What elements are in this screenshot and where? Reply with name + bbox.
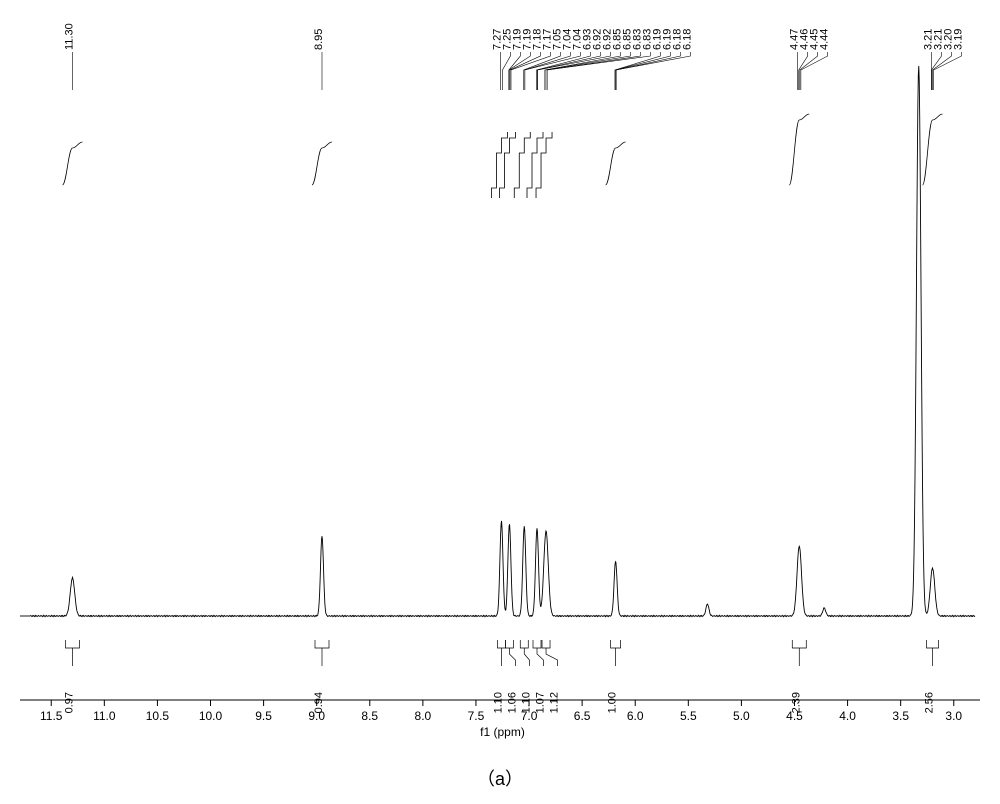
integral-bracket <box>520 640 529 666</box>
peak-connector <box>801 52 828 90</box>
x-axis-tick-label: 3.5 <box>892 709 909 723</box>
integral-bracket <box>315 640 329 666</box>
peak-connector <box>536 52 590 90</box>
peak-ppm-label: 11.30 <box>63 23 75 50</box>
x-axis-tick-label: 10.5 <box>146 709 170 723</box>
peak-connector <box>509 52 521 90</box>
peak-connector <box>510 52 540 90</box>
x-axis-tick-label: 9.0 <box>308 709 325 723</box>
x-axis-tick-label: 3.0 <box>945 709 962 723</box>
peak-connector <box>931 52 941 90</box>
zoom-trace <box>62 142 82 185</box>
peak-ppm-label: 8.95 <box>313 29 325 50</box>
x-axis-tick-label: 8.5 <box>361 709 378 723</box>
nmr-spectrum-chart: 11.308.957.277.257.197.197.187.177.057.0… <box>0 0 1000 804</box>
x-axis-tick-label: 11.5 <box>40 709 63 723</box>
peak-connector <box>525 52 571 90</box>
peak-connector <box>525 52 581 90</box>
x-axis-tick-label: 8.0 <box>415 709 432 723</box>
x-axis-tick-label: 4.0 <box>839 709 856 723</box>
spectrum-line <box>30 66 975 617</box>
integral-bracket <box>542 640 557 666</box>
peak-ppm-label: 3.19 <box>952 29 964 50</box>
x-axis-tick-label: 7.5 <box>468 709 485 723</box>
integral-value: 1.10 <box>492 692 504 713</box>
peak-connector <box>615 52 670 90</box>
peak-connector <box>509 52 531 90</box>
integral-bracket <box>927 640 939 666</box>
integral-bracket <box>792 640 806 666</box>
peak-connector <box>616 52 680 90</box>
x-axis-tick-label: 11.0 <box>93 709 116 723</box>
peak-ppm-label: 4.44 <box>819 29 831 50</box>
zoom-trace <box>923 114 943 185</box>
zoom-trace <box>789 114 809 185</box>
x-axis-tick-label: 4.5 <box>786 709 803 723</box>
integral-bracket <box>505 640 515 666</box>
nmr-svg: 11.308.957.277.257.197.197.187.177.057.0… <box>0 0 1000 804</box>
integral-value: 0.97 <box>63 692 75 713</box>
zoom-trace <box>312 142 332 185</box>
peak-connector <box>547 52 650 90</box>
integral-value: 1.06 <box>506 692 518 713</box>
peak-ppm-label: 6.18 <box>681 29 693 50</box>
peak-connector <box>934 52 962 90</box>
integral-bracket <box>65 640 79 666</box>
x-axis-tick-label: 10.0 <box>199 709 223 723</box>
x-axis-label: f1 (ppm) <box>480 725 525 739</box>
x-axis-tick-label: 9.5 <box>255 709 272 723</box>
integral-value: 1.12 <box>548 692 560 713</box>
figure-caption: （a） <box>477 769 523 789</box>
x-axis-tick-label: 5.5 <box>680 709 697 723</box>
peak-connector <box>511 52 550 90</box>
x-axis-tick-label: 6.5 <box>574 709 591 723</box>
peak-connector <box>933 52 952 90</box>
peak-connector <box>545 52 630 90</box>
zoom-trace <box>536 132 552 198</box>
integral-bracket <box>497 640 505 666</box>
zoom-trace <box>606 142 626 185</box>
peak-connector <box>503 52 511 90</box>
x-axis-tick-label: 7.0 <box>521 709 538 723</box>
x-axis-tick-label: 5.0 <box>733 709 750 723</box>
integral-bracket <box>611 640 621 666</box>
peak-connector <box>800 52 818 90</box>
x-axis-tick-label: 6.0 <box>627 709 644 723</box>
peak-connector <box>524 52 561 90</box>
integral-value: 2.56 <box>924 692 936 713</box>
integral-value: 1.00 <box>607 692 619 713</box>
